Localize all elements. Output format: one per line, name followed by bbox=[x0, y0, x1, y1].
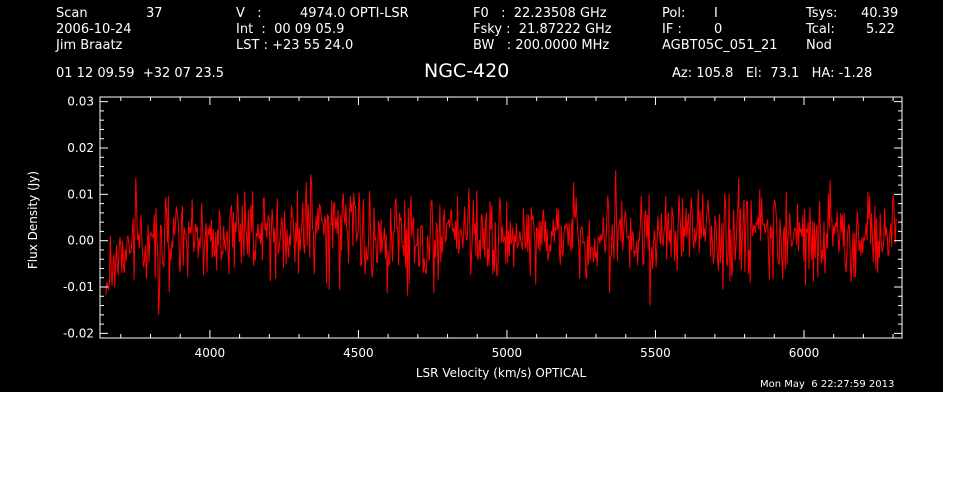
velocity-label: V : bbox=[236, 6, 262, 21]
source-title: NGC-420 bbox=[424, 60, 510, 82]
sky-frequency: Fsky : 21.87222 GHz bbox=[473, 22, 612, 37]
x-tick-label: 5500 bbox=[640, 346, 671, 360]
x-tick-label: 6000 bbox=[789, 346, 820, 360]
tcal-value: 5.22 bbox=[866, 22, 895, 37]
tsys-label: Tsys: bbox=[806, 6, 838, 21]
tcal-label: Tcal: bbox=[806, 22, 835, 37]
spectrum-trace-group bbox=[105, 170, 897, 316]
y-tick-label: 0.02 bbox=[67, 141, 94, 155]
project-id: AGBT05C_051_21 bbox=[662, 38, 778, 53]
rest-frequency: F0 : 22.23508 GHz bbox=[473, 6, 607, 21]
y-tick-label: 0.00 bbox=[67, 234, 94, 248]
y-tick-label: 0.01 bbox=[67, 187, 94, 201]
observation-date: 2006-10-24 bbox=[56, 22, 132, 37]
y-tick-label: -0.01 bbox=[63, 280, 94, 294]
x-tick-label: 4000 bbox=[195, 346, 226, 360]
bandwidth: BW : 200.0000 MHz bbox=[473, 38, 610, 53]
spectrum-chart: 4000 4500 5000 5500 6000 -0.02 -0.01 0.00 0.01 0.… bbox=[26, 95, 903, 380]
procedure-name: Nod bbox=[806, 38, 832, 53]
scan-number: 37 bbox=[146, 6, 163, 21]
pointing-info: Az: 105.8 El: 73.1 HA: -1.28 bbox=[672, 66, 873, 81]
x-axis-label: LSR Velocity (km/s) OPTICAL bbox=[416, 366, 587, 380]
y-axis-label: Flux Density (Jy) bbox=[26, 171, 40, 269]
polarization-label: Pol: bbox=[662, 6, 686, 21]
observer-name: Jim Braatz bbox=[56, 38, 123, 53]
tsys-value: 40.39 bbox=[861, 6, 899, 21]
velocity-value: 4974.0 OPTI-LSR bbox=[300, 6, 409, 21]
x-tick-label: 4500 bbox=[343, 346, 374, 360]
integration-time: Int : 00 09 05.9 bbox=[236, 22, 345, 37]
axis-ticks: 4000 4500 5000 5500 6000 -0.02 -0.01 0.00 0.01 0.… bbox=[63, 95, 902, 360]
lst-value: LST : +23 55 24.0 bbox=[236, 38, 354, 53]
if-label: IF : bbox=[662, 22, 682, 37]
plot-frame bbox=[99, 96, 903, 339]
scan-label: Scan bbox=[56, 6, 88, 21]
y-tick-label: 0.03 bbox=[67, 95, 94, 109]
polarization-value: I bbox=[714, 6, 718, 21]
source-coordinates: 01 12 09.59 +32 07 23.5 bbox=[56, 66, 225, 81]
if-value: 0 bbox=[714, 22, 723, 37]
plot-timestamp: Mon May 6 22:27:59 2013 bbox=[760, 379, 895, 390]
y-tick-label: -0.02 bbox=[63, 326, 94, 340]
spectrum-line bbox=[105, 170, 897, 316]
x-tick-label: 5000 bbox=[492, 346, 523, 360]
